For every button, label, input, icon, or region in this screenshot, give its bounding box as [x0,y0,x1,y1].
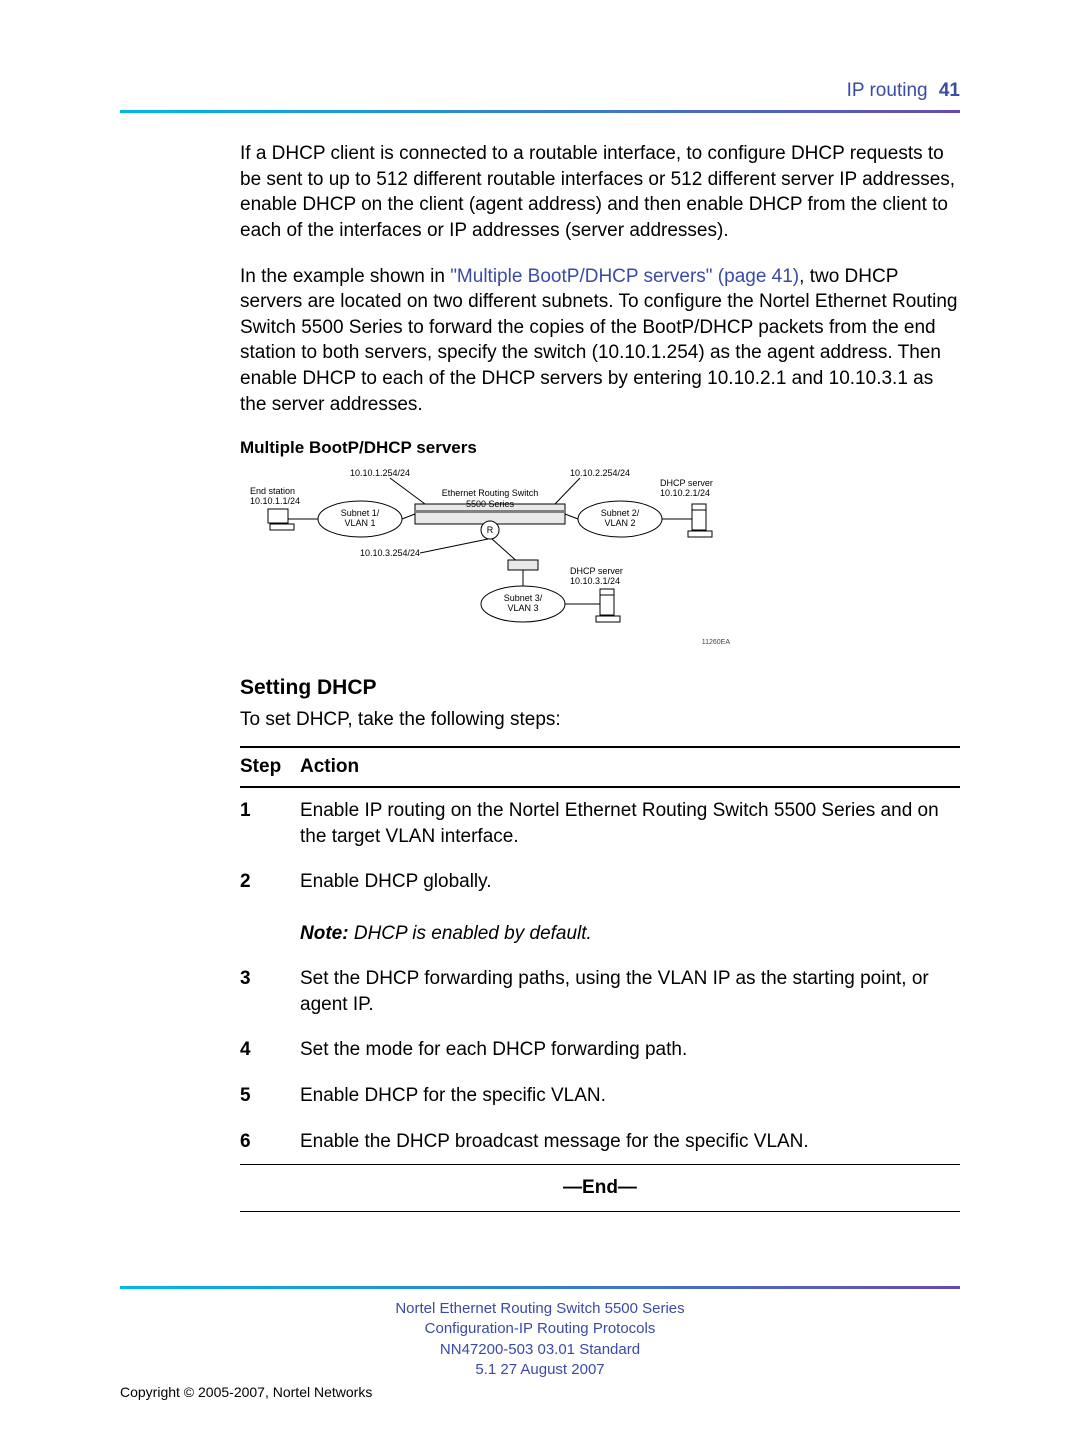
copyright: Copyright © 2005-2007, Nortel Networks [120,1384,960,1400]
link-multiple-servers[interactable]: "Multiple BootP/DHCP servers" (page 41) [450,266,799,287]
col-action: Action [300,747,960,787]
paragraph-2: In the example shown in "Multiple BootP/… [240,264,960,418]
step-text: Set the mode for each DHCP forwarding pa… [300,1027,960,1073]
figure-id: 11260EA [702,639,731,646]
step-num: 3 [240,956,300,1027]
if2: 10.10.2.254/24 [570,468,630,478]
srv-a-l2: 10.10.2.1/24 [660,488,710,498]
col-step: Step [240,747,300,787]
page: IP routing 41 If a DHCP client is connec… [0,0,1080,1440]
paragraph-1: If a DHCP client is connected to a routa… [240,141,960,244]
header-label: IP routing [847,80,928,101]
footer-l1: Nortel Ethernet Routing Switch 5500 Seri… [120,1299,960,1319]
switch-line2: 5500 Series [466,499,515,509]
content: If a DHCP client is connected to a routa… [240,141,960,1212]
step-num: 2 [240,859,300,956]
step-num: 6 [240,1119,300,1165]
step-text: Enable IP routing on the Nortel Ethernet… [300,787,960,859]
footer-l2: Configuration-IP Routing Protocols [120,1319,960,1339]
step-text: Enable DHCP globally. Note: DHCP is enab… [300,859,960,956]
step-num: 4 [240,1027,300,1073]
step-text: Set the DHCP forwarding paths, using the… [300,956,960,1027]
srv-a-l1: DHCP server [660,478,713,488]
if1: 10.10.1.254/24 [350,468,410,478]
sub3-l1: Subnet 3/ [504,593,543,603]
note-text: DHCP is enabled by default. [349,923,592,944]
para2-pre: In the example shown in [240,266,450,287]
sub1-l1: Subnet 1/ [341,508,380,518]
running-header: IP routing 41 [120,80,960,102]
sub1-l2: VLAN 1 [344,518,375,528]
steps-table: Step Action 1 Enable IP routing on the N… [240,746,960,1212]
if3: 10.10.3.254/24 [360,548,420,558]
end-station-l1: End station [250,486,295,496]
end-station-l2: 10.10.1.1/24 [250,496,300,506]
footer: Nortel Ethernet Routing Switch 5500 Seri… [120,1299,960,1380]
step-num: 5 [240,1073,300,1119]
step-text: Enable DHCP for the specific VLAN. [300,1073,960,1119]
para2-post: , two DHCP servers are located on two di… [240,266,958,415]
sub2-l2: VLAN 2 [604,518,635,528]
section-intro: To set DHCP, take the following steps: [240,707,960,733]
heading-setting-dhcp: Setting DHCP [240,674,960,702]
srv-b-l1: DHCP server [570,566,623,576]
footer-l4: 5.1 27 August 2007 [120,1360,960,1380]
step-text: Enable the DHCP broadcast message for th… [300,1119,960,1165]
sub2-l1: Subnet 2/ [601,508,640,518]
srv-b-l2: 10.10.3.1/24 [570,576,620,586]
footer-l3: NN47200-503 03.01 Standard [120,1340,960,1360]
bottom-rule [120,1286,960,1289]
end-marker: —End— [240,1165,960,1212]
router-label: R [487,525,494,535]
header-page: 41 [939,80,960,101]
step-num: 1 [240,787,300,859]
switch-line1: Ethernet Routing Switch [442,488,539,498]
sub3-l2: VLAN 3 [507,603,538,613]
figure-network-diagram: R Ethernet Routing Switch 5500 Series 10… [240,464,740,654]
top-rule [120,110,960,113]
figure-title: Multiple BootP/DHCP servers [240,437,960,460]
note-label: Note: [300,923,349,944]
